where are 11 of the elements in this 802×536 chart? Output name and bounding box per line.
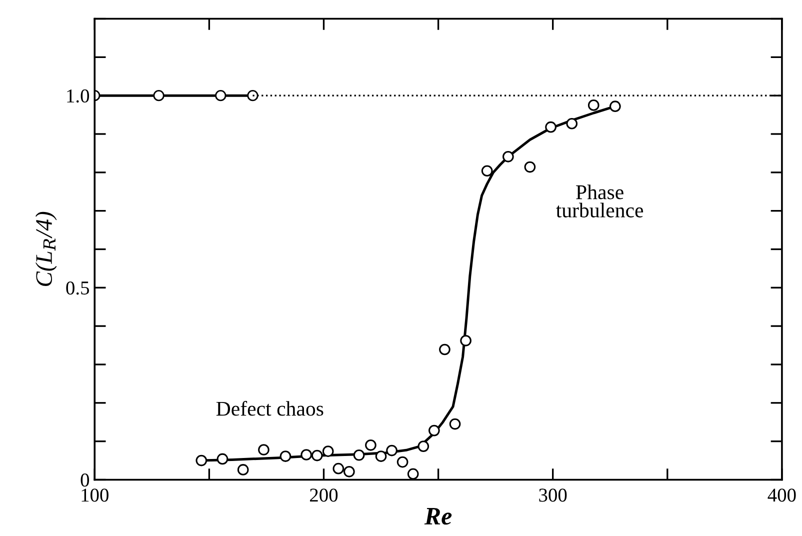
y-axis-title: C(L$_{R}$/4) [35, 212, 57, 286]
y-tick-label: 0 [80, 474, 90, 487]
x-tick-label: 200 [310, 488, 338, 502]
annotation: Defect chaos [216, 400, 324, 416]
x-tick-label: 400 [768, 488, 796, 502]
y-tick-label: 1.0 [67, 89, 90, 103]
y-tick-label: 0.5 [66, 281, 90, 295]
x-tick-label: 300 [539, 488, 567, 502]
x-axis-title: Re [424, 508, 452, 525]
x-tick-label: 100 [82, 488, 108, 502]
annotation: Phase turbulence [556, 184, 644, 218]
